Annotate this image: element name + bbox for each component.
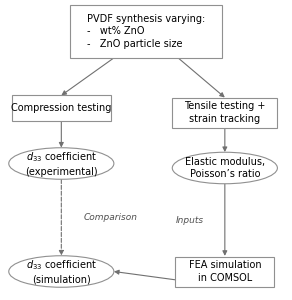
Text: Elastic modulus,
Poisson’s ratio: Elastic modulus, Poisson’s ratio xyxy=(185,157,265,179)
Ellipse shape xyxy=(172,152,277,184)
Ellipse shape xyxy=(9,256,114,287)
FancyBboxPatch shape xyxy=(175,256,274,286)
Text: FEA simulation
in COMSOL: FEA simulation in COMSOL xyxy=(189,260,261,283)
Text: Inputs: Inputs xyxy=(176,216,204,225)
Ellipse shape xyxy=(9,148,114,179)
FancyBboxPatch shape xyxy=(70,5,222,58)
Text: Compression testing: Compression testing xyxy=(11,103,112,113)
Text: $d_{33}$ coefficient
(simulation): $d_{33}$ coefficient (simulation) xyxy=(26,258,97,285)
FancyBboxPatch shape xyxy=(12,95,111,121)
Text: Tensile testing +
strain tracking: Tensile testing + strain tracking xyxy=(184,101,265,124)
FancyBboxPatch shape xyxy=(172,98,277,128)
Text: $d_{33}$ coefficient
(experimental): $d_{33}$ coefficient (experimental) xyxy=(25,150,98,177)
Text: Comparison: Comparison xyxy=(84,213,138,222)
Text: PVDF synthesis varying:
-   wt% ZnO
-   ZnO particle size: PVDF synthesis varying: - wt% ZnO - ZnO … xyxy=(87,14,205,49)
